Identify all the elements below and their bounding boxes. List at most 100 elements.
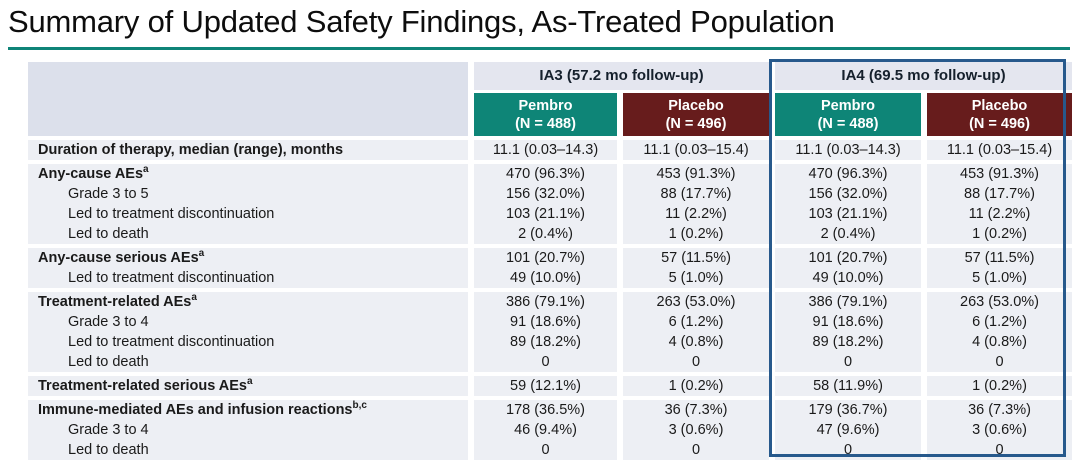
column-header-label: Pembro xyxy=(821,97,875,114)
footnote-marker: a xyxy=(191,292,197,304)
footnote-marker: a xyxy=(143,164,149,176)
safety-findings-table: IA3 (57.2 mo follow-up) IA4 (69.5 mo fol… xyxy=(28,59,1072,460)
value-cell: 0 xyxy=(623,440,769,460)
row-label: Grade 3 to 4 xyxy=(28,420,468,440)
value-cell: 11.1 (0.03–15.4) xyxy=(623,140,769,160)
table-row-group: Any-cause serious AEsa 101 (20.7%) 57 (11.… xyxy=(28,248,1072,288)
value-cell: 1 (0.2%) xyxy=(927,224,1072,244)
value-cell: 2 (0.4%) xyxy=(474,224,617,244)
value-cell: 453 (91.3%) xyxy=(927,164,1072,184)
row-label: Led to treatment discontinuation xyxy=(28,332,468,352)
value-cell: 11.1 (0.03–15.4) xyxy=(927,140,1072,160)
value-cell: 89 (18.2%) xyxy=(474,332,617,352)
column-header-n: (N = 496) xyxy=(665,115,727,132)
table-header: IA3 (57.2 mo follow-up) IA4 (69.5 mo fol… xyxy=(28,62,1072,136)
row-label: Immune-mediated AEs and infusion reactio… xyxy=(28,400,468,420)
value-cell: 49 (10.0%) xyxy=(775,268,921,288)
value-cell: 470 (96.3%) xyxy=(775,164,921,184)
row-label: Led to death xyxy=(28,440,468,460)
value-cell: 91 (18.6%) xyxy=(474,312,617,332)
slide-title: Summary of Updated Safety Findings, As-T… xyxy=(8,4,835,39)
value-cell: 57 (11.5%) xyxy=(927,248,1072,268)
column-group-ia4: IA4 (69.5 mo follow-up) xyxy=(775,62,1072,90)
row-label: Any-cause AEsa xyxy=(28,164,468,184)
value-cell: 453 (91.3%) xyxy=(623,164,769,184)
value-cell: 91 (18.6%) xyxy=(775,312,921,332)
column-header-ia3-pembro: Pembro (N = 488) xyxy=(474,93,617,136)
value-cell: 6 (1.2%) xyxy=(623,312,769,332)
row-label: Treatment-related AEsa xyxy=(28,292,468,312)
table-body: Duration of therapy, median (range), mon… xyxy=(28,140,1072,460)
row-label: Treatment-related serious AEsa xyxy=(28,376,468,396)
value-cell: 156 (32.0%) xyxy=(474,184,617,204)
column-header-n: (N = 488) xyxy=(817,115,879,132)
value-cell: 470 (96.3%) xyxy=(474,164,617,184)
footnote-marker: a xyxy=(246,376,253,388)
column-header-label: Placebo xyxy=(971,97,1028,114)
value-cell: 5 (1.0%) xyxy=(927,268,1072,288)
value-cell: 11.1 (0.03–14.3) xyxy=(474,140,617,160)
value-cell: 5 (1.0%) xyxy=(623,268,769,288)
value-cell: 49 (10.0%) xyxy=(474,268,617,288)
value-cell: 0 xyxy=(927,352,1072,372)
column-header-ia4-pembro: Pembro (N = 488) xyxy=(775,93,921,136)
value-cell: 101 (20.7%) xyxy=(474,248,617,268)
value-cell: 103 (21.1%) xyxy=(775,204,921,224)
value-cell: 11.1 (0.03–14.3) xyxy=(775,140,921,160)
value-cell: 179 (36.7%) xyxy=(775,400,921,420)
value-cell: 0 xyxy=(474,440,617,460)
row-label: Any-cause serious AEsa xyxy=(28,248,468,268)
column-header-ia3-placebo: Placebo (N = 496) xyxy=(623,93,769,136)
table-row-group: Immune-mediated AEs and infusion reactio… xyxy=(28,400,1072,460)
row-label: Led to death xyxy=(28,352,468,372)
row-label: Led to death xyxy=(28,224,468,244)
value-cell: 36 (7.3%) xyxy=(927,400,1072,420)
value-cell: 1 (0.2%) xyxy=(623,224,769,244)
value-cell: 88 (17.7%) xyxy=(623,184,769,204)
value-cell: 263 (53.0%) xyxy=(623,292,769,312)
column-header-n: (N = 488) xyxy=(515,115,576,132)
value-cell: 58 (11.9%) xyxy=(775,376,921,396)
value-cell: 156 (32.0%) xyxy=(775,184,921,204)
row-label: Grade 3 to 5 xyxy=(28,184,468,204)
value-cell: 2 (0.4%) xyxy=(775,224,921,244)
value-cell: 4 (0.8%) xyxy=(927,332,1072,352)
value-cell: 178 (36.5%) xyxy=(474,400,617,420)
value-cell: 47 (9.6%) xyxy=(775,420,921,440)
table-row-group: Treatment-related AEsa 386 (79.1%) 263 (53… xyxy=(28,292,1072,372)
value-cell: 101 (20.7%) xyxy=(775,248,921,268)
title-underline xyxy=(8,47,1070,50)
value-cell: 0 xyxy=(474,352,617,372)
column-header-n: (N = 496) xyxy=(969,115,1030,132)
value-cell: 0 xyxy=(927,440,1072,460)
column-header-label: Pembro xyxy=(518,97,573,114)
value-cell: 59 (12.1%) xyxy=(474,376,617,396)
value-cell: 36 (7.3%) xyxy=(623,400,769,420)
value-cell: 0 xyxy=(775,440,921,460)
value-cell: 89 (18.2%) xyxy=(775,332,921,352)
value-cell: 57 (11.5%) xyxy=(623,248,769,268)
row-label: Led to treatment discontinuation xyxy=(28,204,468,224)
column-header-label: Placebo xyxy=(668,97,724,114)
value-cell: 0 xyxy=(623,352,769,372)
corner-cell xyxy=(28,62,468,136)
footnote-marker: b,c xyxy=(352,400,367,412)
value-cell: 103 (21.1%) xyxy=(474,204,617,224)
column-header-ia4-placebo: Placebo (N = 496) xyxy=(927,93,1072,136)
value-cell: 1 (0.2%) xyxy=(623,376,769,396)
value-cell: 3 (0.6%) xyxy=(927,420,1072,440)
value-cell: 46 (9.4%) xyxy=(474,420,617,440)
value-cell: 3 (0.6%) xyxy=(623,420,769,440)
table-row-group: Duration of therapy, median (range), mon… xyxy=(28,140,1072,160)
value-cell: 11 (2.2%) xyxy=(927,204,1072,224)
value-cell: 263 (53.0%) xyxy=(927,292,1072,312)
column-group-ia3: IA3 (57.2 mo follow-up) xyxy=(474,62,769,90)
footnote-marker: a xyxy=(198,248,205,260)
row-label: Grade 3 to 4 xyxy=(28,312,468,332)
value-cell: 6 (1.2%) xyxy=(927,312,1072,332)
table-row-group: Any-cause AEsa 470 (96.3%) 453 (91.3%) 470 … xyxy=(28,164,1072,244)
value-cell: 11 (2.2%) xyxy=(623,204,769,224)
value-cell: 386 (79.1%) xyxy=(775,292,921,312)
value-cell: 88 (17.7%) xyxy=(927,184,1072,204)
